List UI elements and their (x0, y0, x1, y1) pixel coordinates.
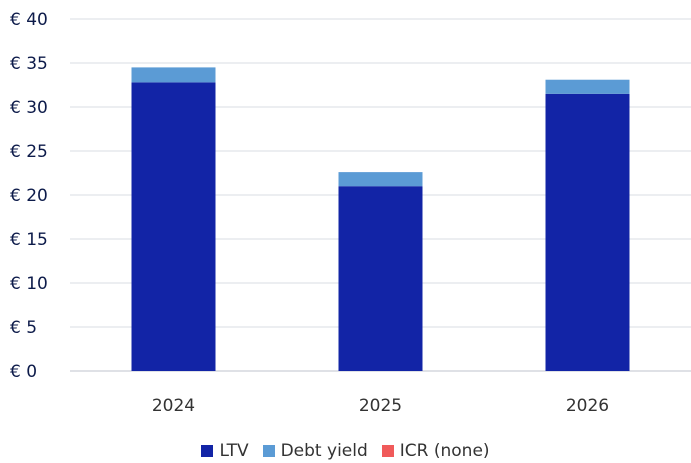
bar-debt-yield-2024 (131, 67, 216, 83)
bar-ltv-2026 (545, 93, 630, 372)
bar-debt-yield-2025 (338, 172, 423, 187)
y-tick-label: € 20 (10, 186, 48, 206)
bar-debt-yield-2026 (545, 79, 630, 94)
y-tick-label: € 15 (10, 230, 48, 250)
legend-label-icr: ICR (none) (399, 441, 490, 461)
y-tick-label: € 0 (10, 362, 37, 382)
legend-swatch-debt-yield (262, 445, 275, 457)
x-tick-label: 2025 (359, 396, 402, 416)
y-tick-label: € 35 (10, 54, 48, 74)
legend-item-icr: ICR (none) (381, 441, 490, 461)
x-tick-label: 2024 (152, 396, 195, 416)
legend-label-ltv: LTV (219, 441, 249, 461)
legend-label-debt-yield: Debt yield (280, 441, 368, 461)
legend-swatch-ltv (201, 445, 214, 457)
x-tick-label: 2026 (566, 396, 609, 416)
legend: LTV Debt yield ICR (none) (0, 441, 691, 461)
legend-item-debt-yield: Debt yield (262, 441, 368, 461)
bar-ltv-2025 (338, 186, 423, 371)
y-tick-label: € 25 (10, 142, 48, 162)
y-tick-label: € 10 (10, 274, 48, 294)
y-tick-label: € 40 (10, 10, 48, 30)
y-tick-label: € 30 (10, 98, 48, 118)
legend-item-ltv: LTV (201, 441, 249, 461)
y-tick-label: € 5 (10, 318, 37, 338)
bar-ltv-2024 (131, 82, 216, 372)
legend-swatch-icr (381, 445, 394, 457)
